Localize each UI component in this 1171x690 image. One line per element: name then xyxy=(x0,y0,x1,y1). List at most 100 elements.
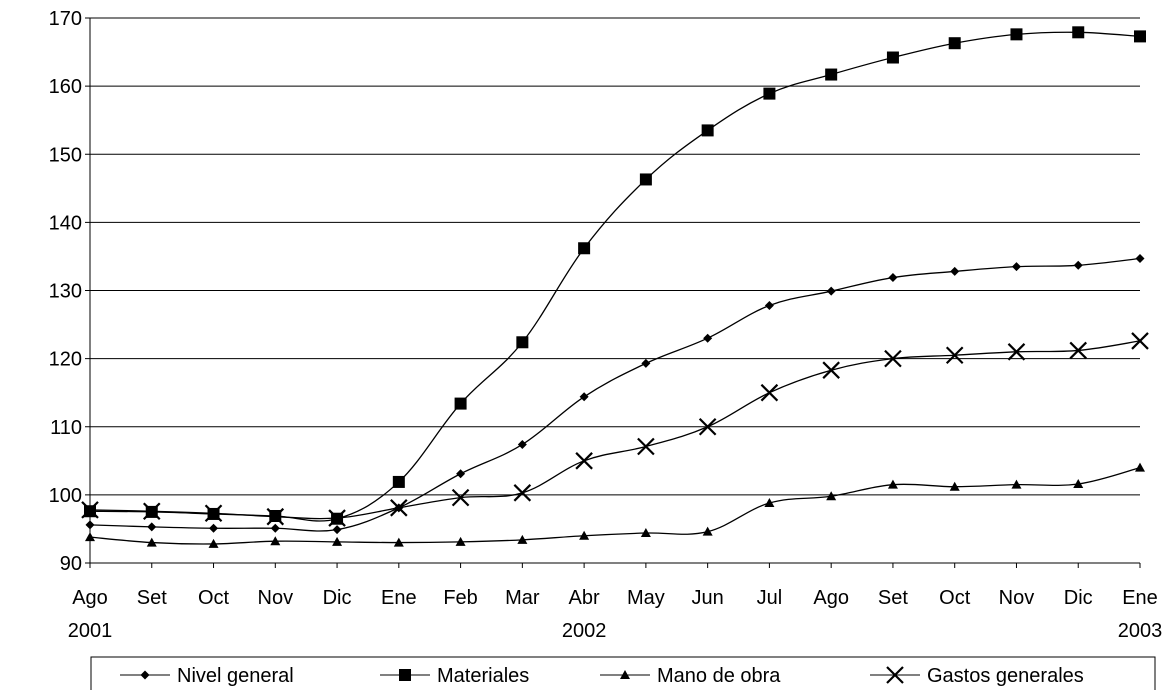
data-point xyxy=(85,520,95,530)
legend-item-materiales: Materiales xyxy=(380,665,529,687)
data-point xyxy=(641,358,651,368)
data-point xyxy=(822,361,840,379)
gridlines xyxy=(90,17,1140,496)
data-point xyxy=(1011,262,1021,272)
data-point xyxy=(949,481,960,491)
x-tick-label: Dic xyxy=(323,587,352,609)
series-line xyxy=(89,257,1141,532)
legend-label: Materiales xyxy=(437,665,529,687)
y-tick-label: 140 xyxy=(49,212,82,234)
legend-item-nivel-general: Nivel general xyxy=(120,665,294,687)
data-point xyxy=(456,469,466,479)
series-line xyxy=(89,340,1141,520)
data-point xyxy=(147,522,157,532)
data-point xyxy=(454,397,467,410)
data-point xyxy=(451,488,470,507)
year-label: 2003 xyxy=(1118,620,1163,642)
data-point xyxy=(637,437,655,456)
legend-item-gastos-generales: Gastos generales xyxy=(870,665,1084,687)
data-point xyxy=(639,173,652,186)
x-axis-ticks: Ago Set Oct Nov Dic Ene Feb Mar Abr May Jun Jul Ago S… xyxy=(72,563,1158,609)
data-point xyxy=(390,499,408,517)
data-point xyxy=(825,68,838,81)
data-point xyxy=(513,484,532,502)
data-point xyxy=(950,266,960,276)
data-point xyxy=(1072,26,1085,39)
data-point xyxy=(764,300,774,310)
data-point xyxy=(884,349,902,368)
data-point xyxy=(208,538,219,548)
series-line xyxy=(89,31,1141,522)
year-labels: 2001 2002 2003 xyxy=(68,620,1163,642)
data-point xyxy=(948,37,961,50)
legend-label: Gastos generales xyxy=(927,665,1084,687)
data-point xyxy=(579,392,589,402)
x-tick-label: Jul xyxy=(757,587,783,609)
legend-marker xyxy=(140,670,150,680)
data-point xyxy=(764,498,775,508)
data-point xyxy=(209,523,219,533)
x-tick-label: Mar xyxy=(505,587,540,609)
data-point xyxy=(1073,478,1084,488)
y-tick-label: 120 xyxy=(49,349,82,371)
data-point xyxy=(332,525,342,535)
data-point xyxy=(698,417,717,436)
data-point xyxy=(703,333,713,343)
x-tick-label: Set xyxy=(878,587,908,609)
data-point xyxy=(702,526,713,536)
data-point xyxy=(1069,341,1088,360)
data-point xyxy=(142,502,161,521)
data-point xyxy=(146,537,157,547)
y-tick-label: 130 xyxy=(49,281,82,303)
legend-marker xyxy=(399,669,411,681)
x-tick-label: Oct xyxy=(939,587,971,609)
data-point xyxy=(888,273,898,283)
data-point xyxy=(393,537,404,547)
data-point xyxy=(826,286,836,296)
series-materiales xyxy=(84,26,1146,525)
data-point xyxy=(1134,30,1146,43)
data-point xyxy=(578,242,591,255)
legend-label: Nivel general xyxy=(177,665,294,687)
data-point xyxy=(81,501,99,519)
data-point xyxy=(516,336,529,349)
legend-label: Mano de obra xyxy=(657,665,781,687)
data-point xyxy=(332,536,343,546)
x-tick-label: Oct xyxy=(198,587,230,609)
y-tick-label: 170 xyxy=(49,8,82,30)
data-point xyxy=(887,479,898,489)
y-tick-label: 100 xyxy=(49,485,82,507)
data-point xyxy=(1011,479,1022,489)
legend-box xyxy=(90,656,1156,690)
data-point xyxy=(1135,462,1145,472)
data-point xyxy=(266,507,285,526)
x-tick-label: Feb xyxy=(443,587,477,609)
legend-marker xyxy=(886,666,904,684)
data-point xyxy=(579,530,590,540)
legend: Nivel general Materiales Mano de obra Gasto… xyxy=(90,656,1156,690)
data-point xyxy=(455,536,466,546)
series-gastos-generales xyxy=(81,332,1149,527)
x-tick-label: Nov xyxy=(258,587,294,609)
x-tick-label: Set xyxy=(137,587,167,609)
x-tick-label: Dic xyxy=(1064,587,1093,609)
legend-marker xyxy=(620,670,630,679)
x-tick-label: Ago xyxy=(72,587,108,609)
y-axis-ticks: 90 100 110 120 130 140 150 160 170 xyxy=(49,8,90,575)
data-point xyxy=(1010,28,1023,41)
data-point xyxy=(701,124,714,137)
y-tick-label: 150 xyxy=(49,144,82,166)
data-point xyxy=(886,51,899,64)
series-line xyxy=(89,466,1141,545)
year-label: 2001 xyxy=(68,620,113,642)
x-tick-label: Nov xyxy=(999,587,1035,609)
data-point xyxy=(1131,332,1149,350)
x-tick-label: Ago xyxy=(813,587,849,609)
series-group xyxy=(81,26,1149,548)
data-point xyxy=(392,475,405,488)
data-point xyxy=(270,523,280,533)
x-tick-label: Abr xyxy=(569,587,600,609)
y-tick-label: 110 xyxy=(50,417,82,439)
x-tick-label: May xyxy=(627,587,665,609)
